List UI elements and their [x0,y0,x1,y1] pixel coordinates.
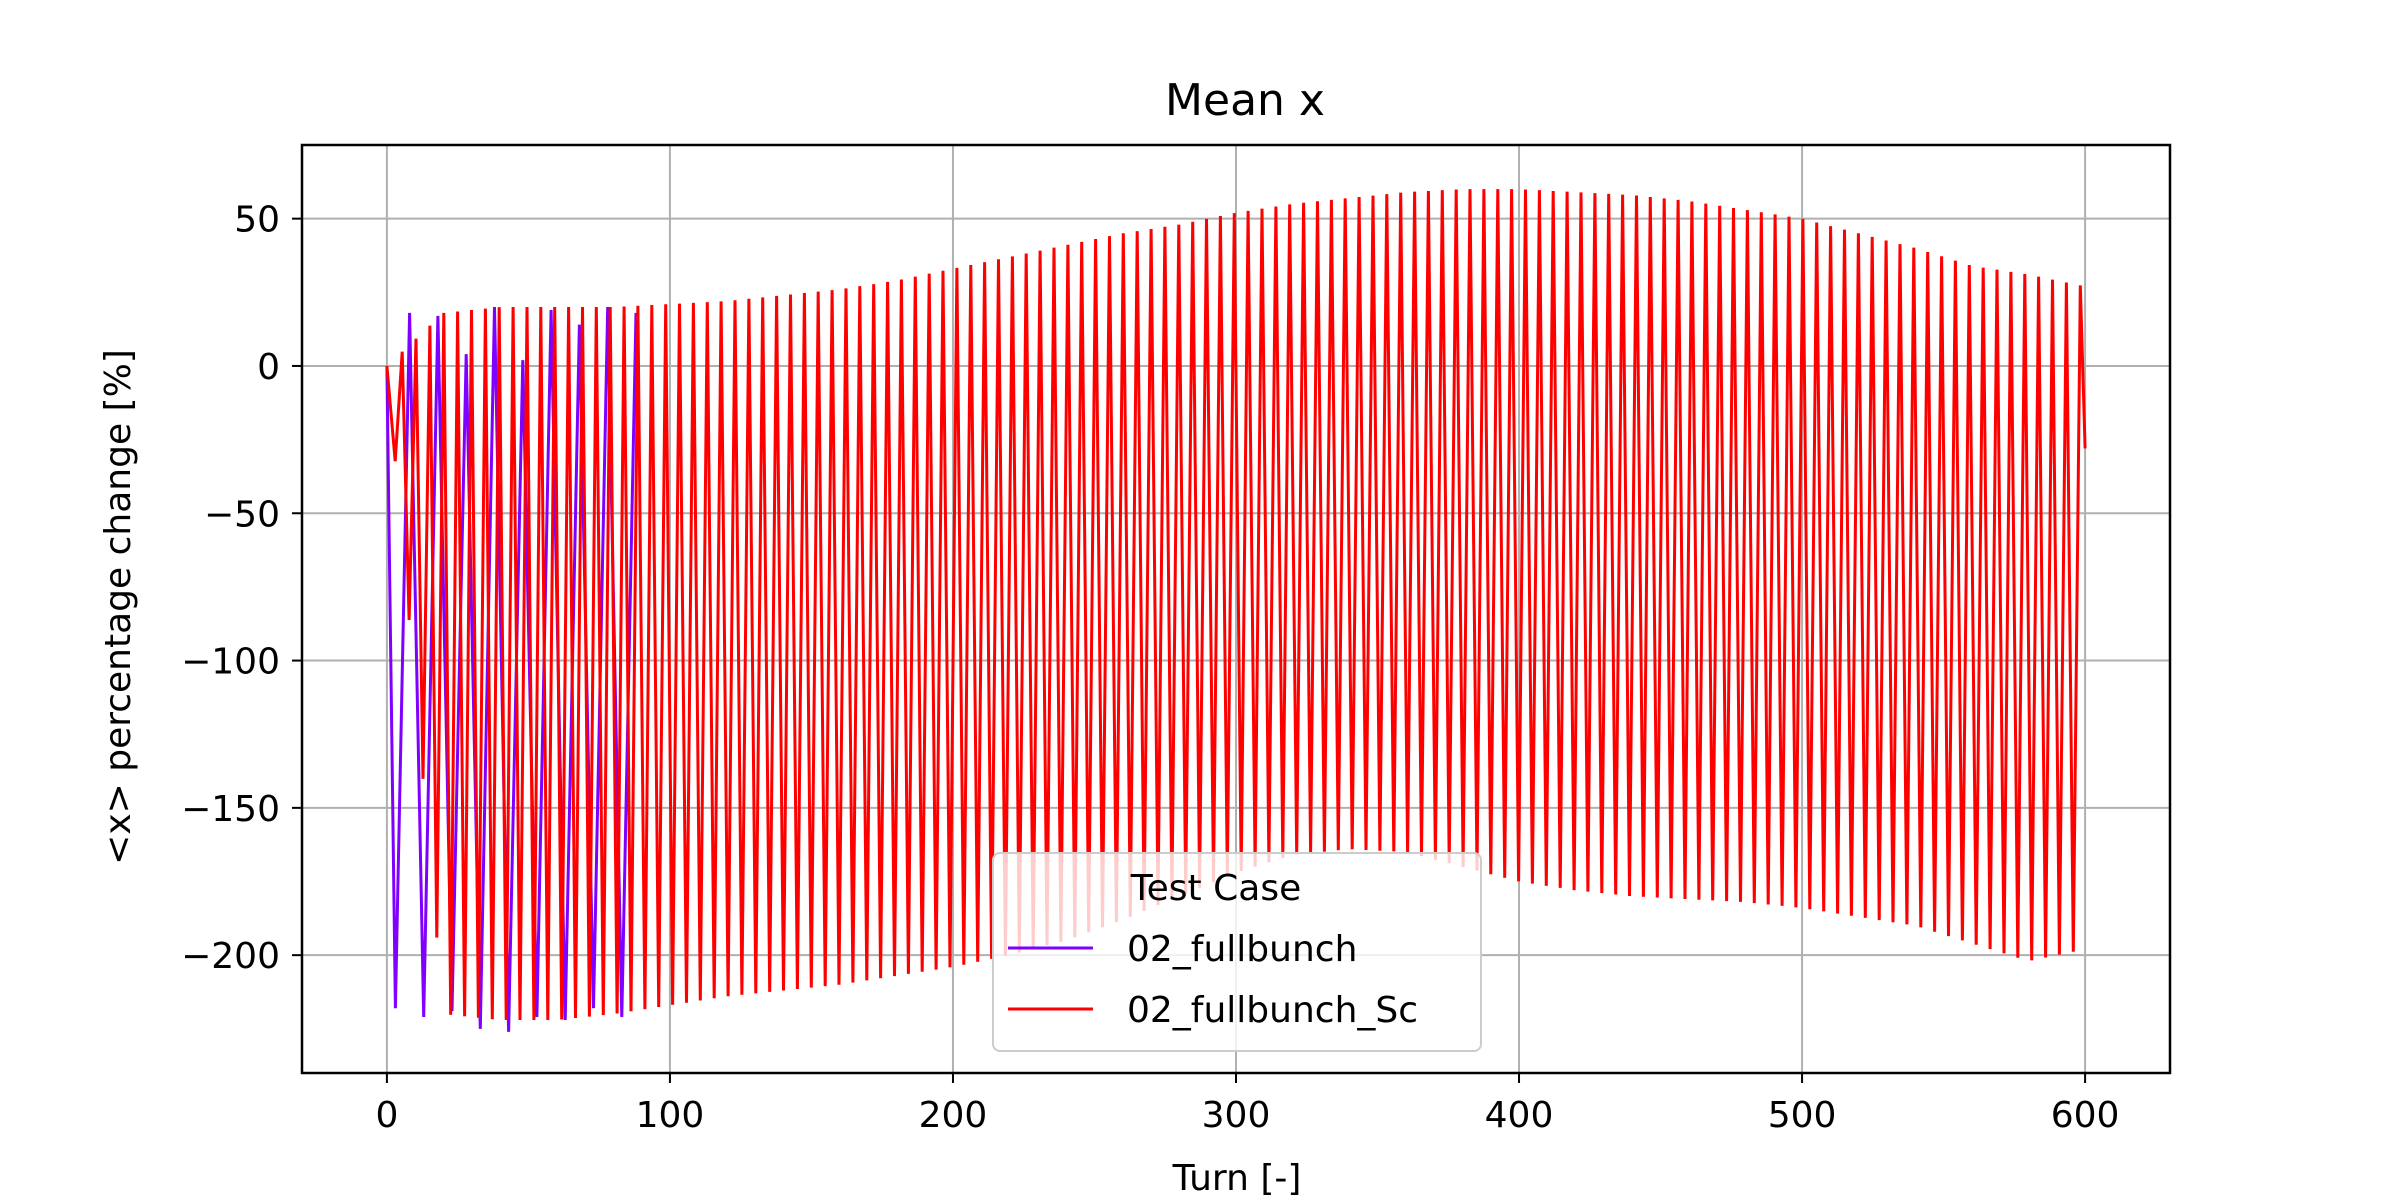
y-tick-label: −100 [181,642,280,683]
y-tick-label: −150 [181,789,280,830]
y-tick-label: 0 [257,347,280,388]
legend-label-02-fullbunch: 02_fullbunch [1127,929,1357,970]
x-tick-label: 100 [636,1095,705,1136]
x-tick-label: 500 [1768,1095,1837,1136]
chart-title: Mean x [1165,75,1325,126]
x-tick-label: 400 [1485,1095,1554,1136]
y-axis-label: <x> percentage change [%] [98,349,139,865]
y-tick-label: −200 [181,936,280,977]
legend-box [992,852,1482,1052]
x-tick-label: 300 [1202,1095,1271,1136]
legend-label-02-fullbunch-sc: 02_fullbunch_Sc [1127,990,1418,1031]
y-tick-label: 50 [234,200,280,241]
series-02-fullbunch-line [385,306,638,1032]
x-axis-label: Turn [-] [1172,1158,1302,1199]
legend-title: Test Case [1130,868,1301,909]
legend: Test Case 02_fullbunch 02_fullbunch_Sc [992,852,1482,1052]
x-tick-label: 0 [375,1095,398,1136]
x-tick-label: 200 [919,1095,988,1136]
plot-series [385,189,2087,1032]
series-02-fullbunch-sc-line [385,189,2087,1021]
x-tick-label: 600 [2051,1095,2120,1136]
y-tick-label: −50 [204,494,280,535]
